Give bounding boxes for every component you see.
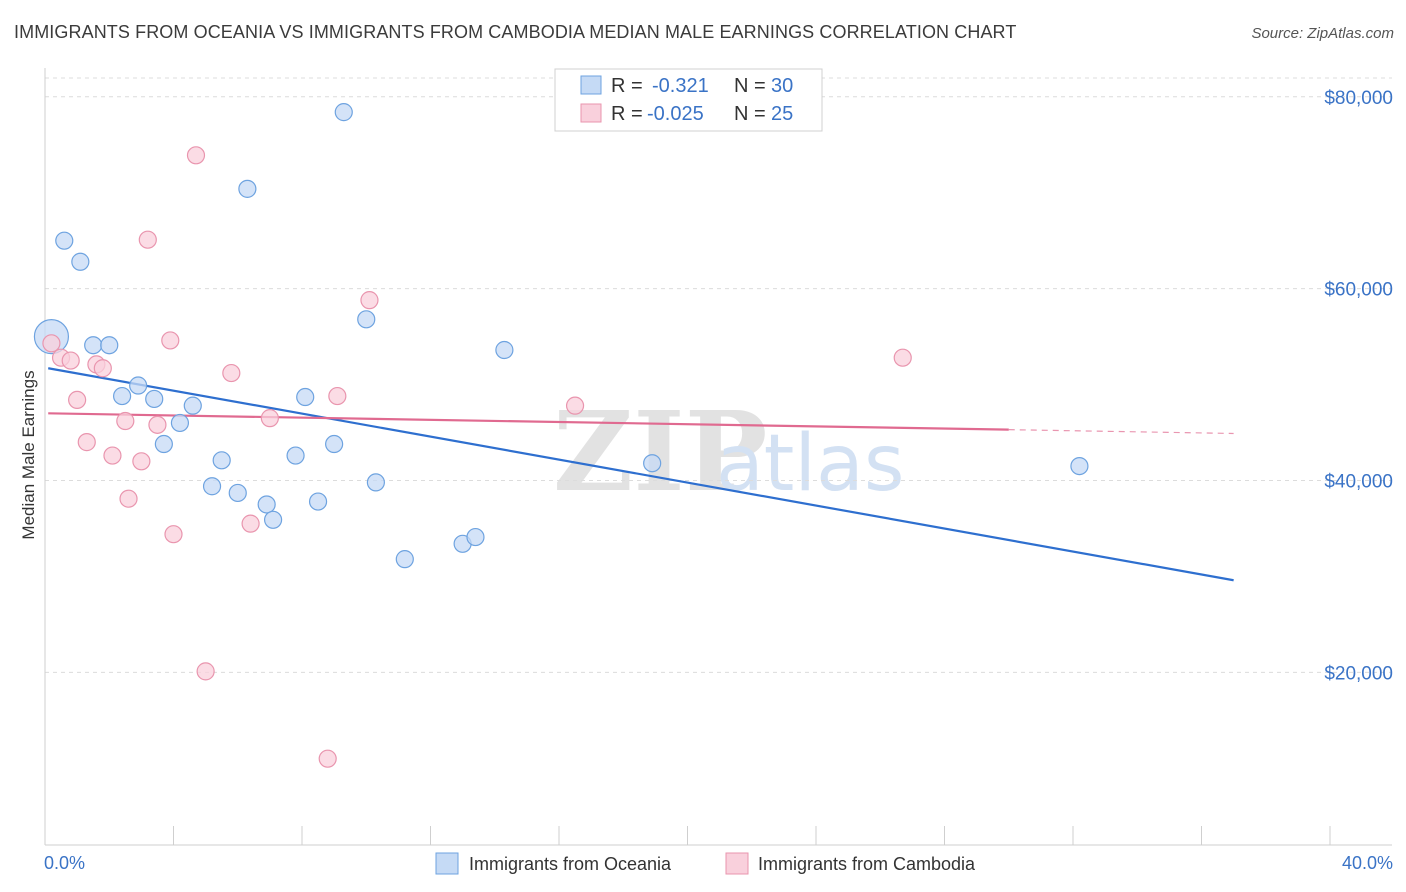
data-point-oceania	[308, 492, 328, 511]
data-point-oceania	[55, 231, 74, 250]
legend-n-value-cambodia: 25	[771, 103, 793, 125]
data-point-cambodia	[318, 749, 337, 768]
y-tick-label: $80,000	[1324, 88, 1393, 109]
data-point-oceania	[1070, 456, 1089, 476]
axes	[44, 68, 1392, 846]
watermark-atlas: atlas	[716, 419, 905, 509]
data-point-oceania	[296, 387, 315, 407]
correlation-legend: R = -0.321 N = 30 R = -0.025 N = 25	[554, 68, 823, 132]
chart-title: IMMIGRANTS FROM OCEANIA VS IMMIGRANTS FR…	[14, 22, 1017, 42]
grid	[45, 77, 1392, 673]
trend-line-extension-cambodia	[1008, 429, 1234, 435]
data-point-cambodia	[61, 351, 80, 370]
data-point-oceania	[202, 477, 222, 496]
data-point-oceania	[286, 446, 305, 465]
data-point-cambodia	[93, 359, 112, 378]
series-legend-label-cambodia: Immigrants from Cambodia	[758, 854, 976, 874]
data-point-cambodia	[103, 446, 122, 465]
legend-r-label-cambodia: R =	[611, 103, 643, 125]
data-point-oceania	[154, 434, 173, 454]
data-point-oceania	[170, 413, 190, 433]
data-point-oceania	[395, 550, 414, 569]
data-point-cambodia	[116, 411, 135, 431]
watermark-zip: ZIP	[553, 387, 767, 516]
legend-swatch-cambodia	[580, 103, 602, 123]
data-point-oceania	[100, 336, 119, 355]
legend-n-label-oceania: N =	[734, 75, 766, 97]
legend-n-value-oceania: 30	[771, 75, 793, 97]
data-point-cambodia	[186, 146, 206, 165]
data-point-oceania	[129, 376, 148, 395]
data-point-oceania	[495, 340, 514, 360]
legend-swatch-oceania	[580, 75, 602, 95]
data-point-oceania	[357, 310, 376, 329]
data-point-oceania	[145, 389, 164, 409]
legend-r-label-oceania: R =	[611, 75, 643, 97]
watermark: ZIP atlas	[553, 387, 905, 516]
data-point-cambodia	[260, 409, 279, 428]
trend-line-cambodia	[48, 412, 1009, 431]
data-point-oceania	[325, 434, 344, 454]
series-legend: Immigrants from Oceania Immigrants from …	[435, 852, 976, 875]
y-tick-labels: $20,000 $40,000 $60,000 $80,000	[1324, 88, 1393, 685]
data-point-cambodia	[132, 452, 151, 471]
data-point-cambodia	[196, 662, 215, 681]
data-point-cambodia	[161, 331, 180, 350]
data-point-cambodia	[77, 433, 96, 452]
data-point-oceania	[112, 386, 132, 406]
series-legend-swatch-cambodia	[725, 852, 749, 875]
data-point-cambodia	[565, 396, 585, 415]
data-point-cambodia	[328, 386, 347, 406]
legend-n-label-cambodia: N =	[734, 103, 766, 125]
data-point-cambodia	[164, 525, 183, 544]
data-point-cambodia	[119, 489, 138, 508]
y-tick-label: $60,000	[1324, 280, 1393, 301]
data-point-cambodia	[893, 348, 912, 367]
data-point-oceania	[238, 179, 257, 198]
data-point-oceania	[84, 336, 103, 355]
data-point-oceania	[212, 451, 231, 470]
x-tick-label-min: 0.0%	[44, 853, 85, 873]
trend-line-oceania	[48, 367, 1234, 582]
legend-r-value-oceania: -0.321	[652, 75, 709, 97]
data-point-oceania	[334, 103, 353, 122]
data-point-cambodia	[68, 390, 87, 410]
y-axis-title: Median Male Earnings	[19, 370, 38, 539]
data-point-cambodia	[138, 230, 157, 249]
data-point-oceania	[263, 510, 283, 529]
legend-r-value-cambodia: -0.025	[647, 103, 704, 125]
data-points	[33, 103, 1089, 768]
x-tick-label-max: 40.0%	[1342, 853, 1393, 873]
data-point-oceania	[183, 396, 202, 415]
data-point-oceania	[257, 495, 276, 514]
data-point-cambodia	[241, 514, 260, 533]
x-tick-labels: 0.0% 40.0%	[44, 853, 1393, 873]
source-credit: Source: ZipAtlas.com	[1251, 25, 1394, 42]
series-legend-label-oceania: Immigrants from Oceania	[469, 854, 672, 874]
series-legend-swatch-oceania	[435, 852, 459, 875]
data-point-oceania	[366, 473, 385, 492]
data-point-oceania	[228, 483, 247, 503]
data-point-cambodia	[42, 334, 61, 353]
data-point-oceania	[71, 252, 90, 271]
y-tick-label: $40,000	[1324, 471, 1393, 492]
data-point-oceania	[466, 527, 485, 547]
data-point-oceania	[643, 454, 662, 473]
trend-lines	[48, 367, 1234, 582]
y-tick-label: $20,000	[1324, 663, 1393, 684]
data-point-cambodia	[148, 415, 167, 434]
data-point-cambodia	[360, 291, 379, 310]
data-point-cambodia	[222, 363, 241, 383]
